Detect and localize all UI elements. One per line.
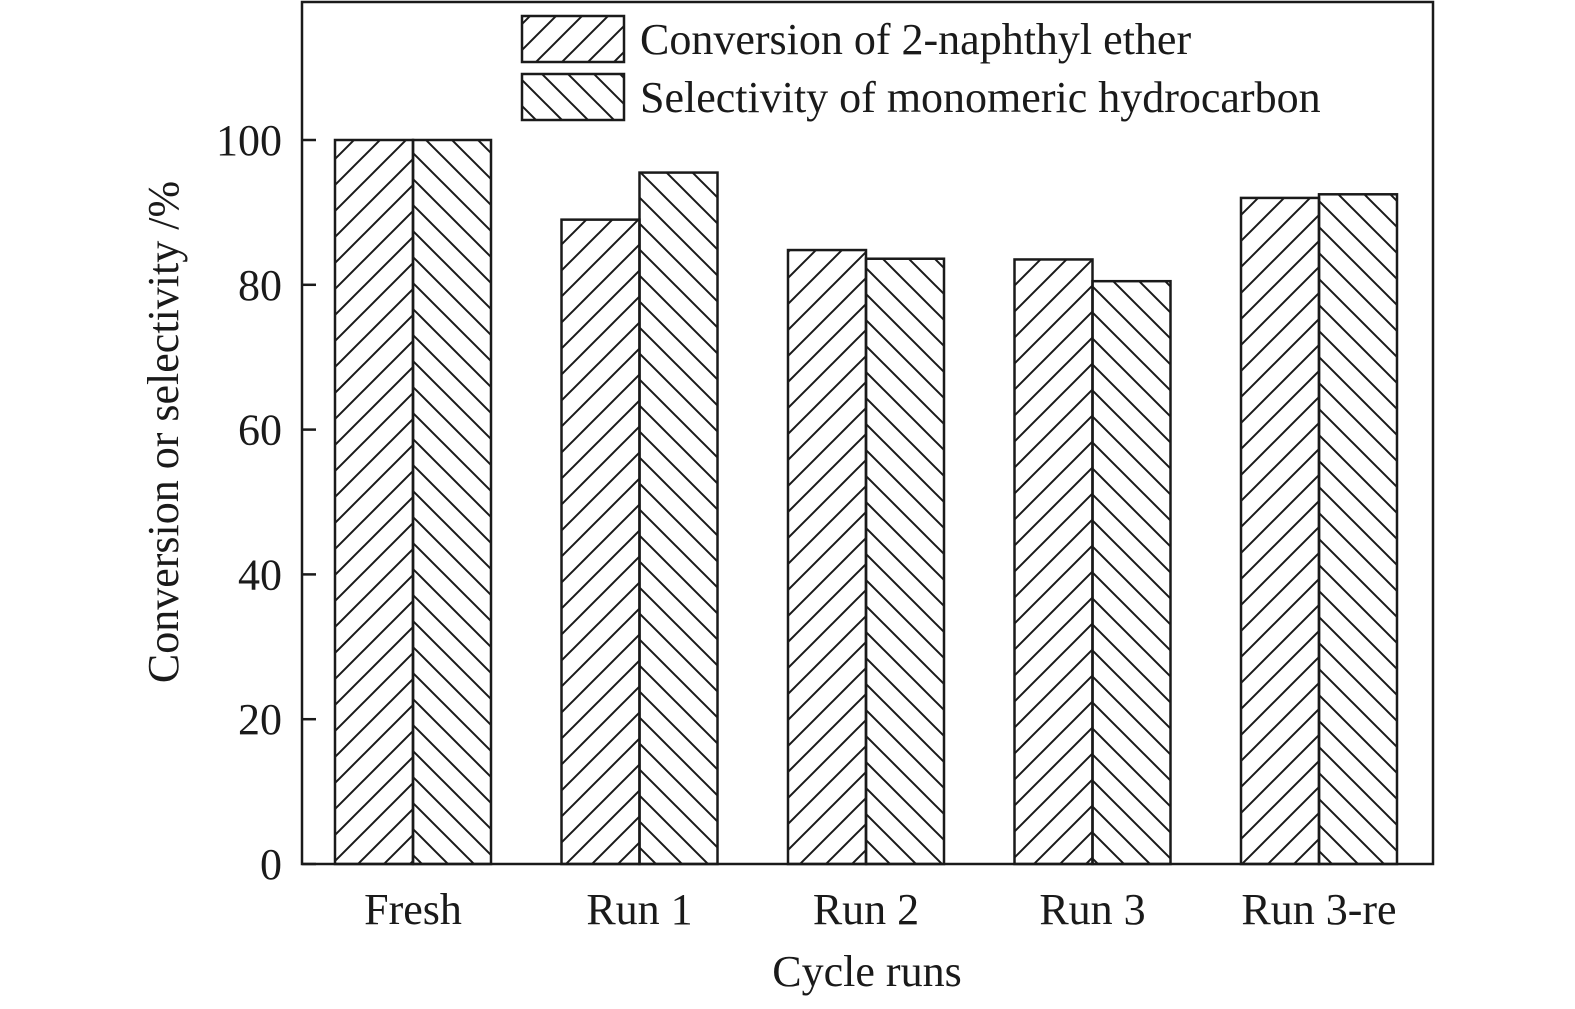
x-tick-label: Run 1 <box>586 885 692 934</box>
y-tick-label: 60 <box>238 406 282 455</box>
y-tick-label: 80 <box>238 261 282 310</box>
y-tick-label: 0 <box>260 840 282 889</box>
bar-selectivity-run-3-re <box>1317 193 1399 866</box>
y-axis: 0 20 40 60 80 100 <box>216 116 316 889</box>
bar-conversion-run-3 <box>1013 258 1094 866</box>
y-tick-label: 100 <box>216 116 282 165</box>
x-axis-title: Cycle runs <box>772 947 961 996</box>
x-tick-label: Run 3 <box>1039 885 1145 934</box>
bar-selectivity-run-2 <box>864 257 946 866</box>
bar-conversion-fresh <box>333 138 415 866</box>
bar-conversion-run-2 <box>786 248 868 866</box>
x-tick-label: Fresh <box>364 885 462 934</box>
legend-swatch-conversion <box>520 14 626 64</box>
x-tick-label: Run 3-re <box>1241 885 1396 934</box>
y-tick-label: 40 <box>238 550 282 599</box>
y-axis-title: Conversion or selectivity /% <box>139 181 188 683</box>
legend-label-conversion: Conversion of 2-naphthyl ether <box>640 15 1191 64</box>
bars <box>333 138 1399 866</box>
bar-selectivity-run-3 <box>1091 279 1172 866</box>
x-tick-label: Run 2 <box>813 885 919 934</box>
legend: Conversion of 2-naphthyl ether Selectivi… <box>520 14 1321 122</box>
bar-selectivity-run-1 <box>638 171 719 866</box>
plot-frame <box>300 0 1435 866</box>
x-axis: Fresh Run 1 Run 2 Run 3 Run 3-re <box>364 885 1396 934</box>
bar-conversion-run-3-re <box>1239 196 1321 866</box>
legend-swatch-selectivity <box>520 72 626 122</box>
bar-conversion-run-1 <box>560 218 641 866</box>
y-tick-label: 20 <box>238 695 282 744</box>
bar-selectivity-fresh <box>411 138 493 866</box>
legend-label-selectivity: Selectivity of monomeric hydrocarbon <box>640 73 1321 122</box>
